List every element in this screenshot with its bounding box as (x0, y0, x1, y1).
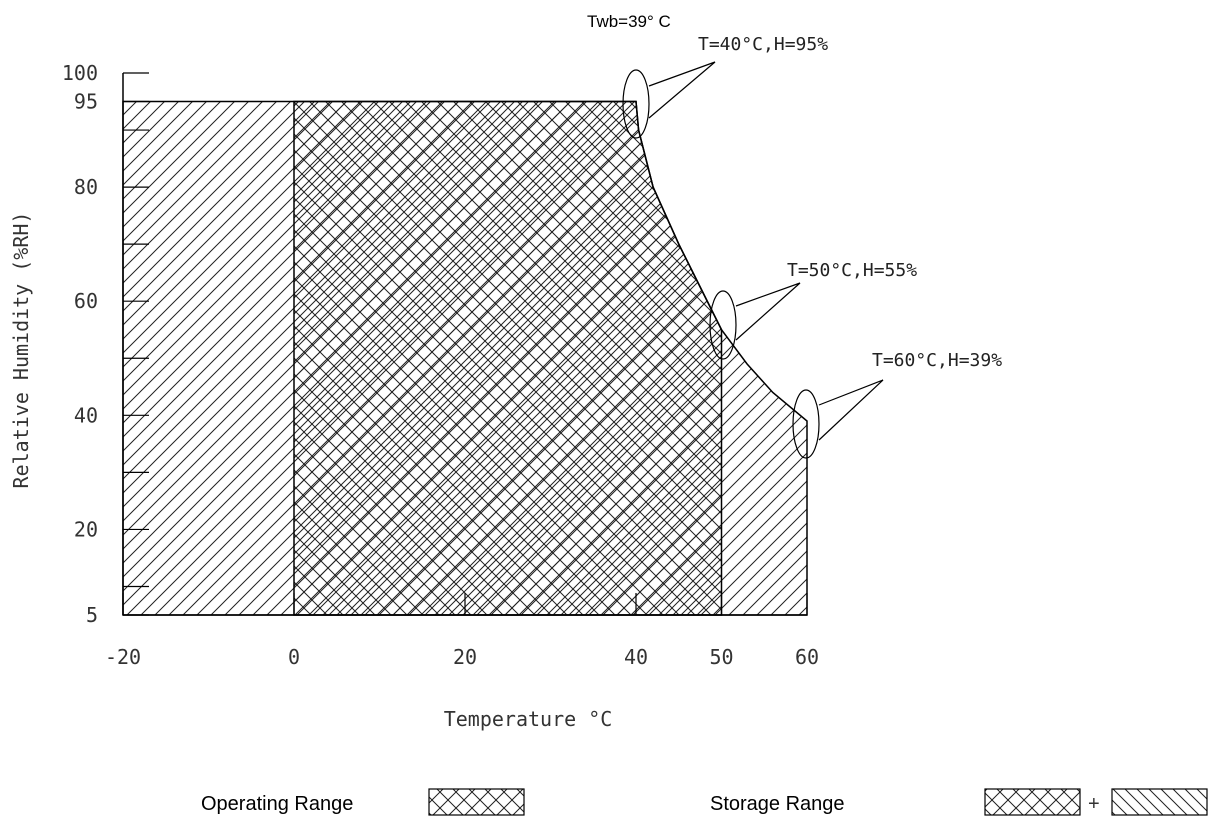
y-tick-label: 95 (74, 90, 98, 114)
callout-ellipse (622, 69, 650, 139)
x-tick-label: 60 (795, 645, 819, 669)
y-tick-label: 40 (74, 403, 98, 427)
legend-swatch-diagonal-hatch (1111, 788, 1208, 816)
annotation-50-55: T=50°C,H=55% (787, 260, 917, 281)
x-ticks-group: -20 0 20 40 50 60 (105, 593, 819, 669)
legend: Operating Range Storage Range + (201, 788, 1208, 816)
y-ticks-group: 5 20 40 60 80 95 100 (62, 61, 149, 627)
x-tick-label: 0 (288, 645, 300, 669)
legend-swatch-cross-hatch (428, 788, 525, 816)
y-tick-label: 5 (86, 603, 98, 627)
operating-range-region (293, 100, 723, 616)
x-tick-label: 20 (453, 645, 477, 669)
y-tick-label: 20 (74, 517, 98, 541)
x-tick-label: -20 (105, 645, 141, 669)
callout-40-95 (622, 61, 716, 139)
twb-annotation: Twb=39° C (587, 12, 671, 31)
legend-label-storage: Storage Range (710, 793, 845, 815)
legend-item-operating: Operating Range (201, 788, 525, 816)
callout-ellipse (709, 290, 737, 360)
legend-swatch-cross-hatch (984, 788, 1081, 816)
callout-50-55 (709, 282, 801, 360)
callout-ellipse (792, 389, 820, 459)
x-tick-label: 40 (624, 645, 648, 669)
callout-pointer (818, 379, 884, 441)
callouts-group (622, 61, 884, 459)
x-axis-title: Temperature °C (444, 707, 613, 731)
legend-plus-sign: + (1088, 793, 1100, 815)
callout-60-39 (792, 379, 884, 459)
y-axis-title: Relative Humidity (%RH) (9, 212, 33, 489)
y-tick-label: 80 (74, 175, 98, 199)
y-tick-label: 100 (62, 61, 98, 85)
x-tick-label: 50 (709, 645, 733, 669)
annotation-60-39: T=60°C,H=39% (872, 350, 1002, 371)
y-tick-label: 60 (74, 289, 98, 313)
legend-label-operating: Operating Range (201, 793, 353, 815)
callout-pointer (648, 61, 716, 119)
regions-group (122, 100, 808, 616)
annotation-40-95: T=40°C,H=95% (698, 34, 828, 55)
callout-pointer (735, 282, 801, 341)
legend-item-storage: Storage Range + (710, 788, 1208, 816)
